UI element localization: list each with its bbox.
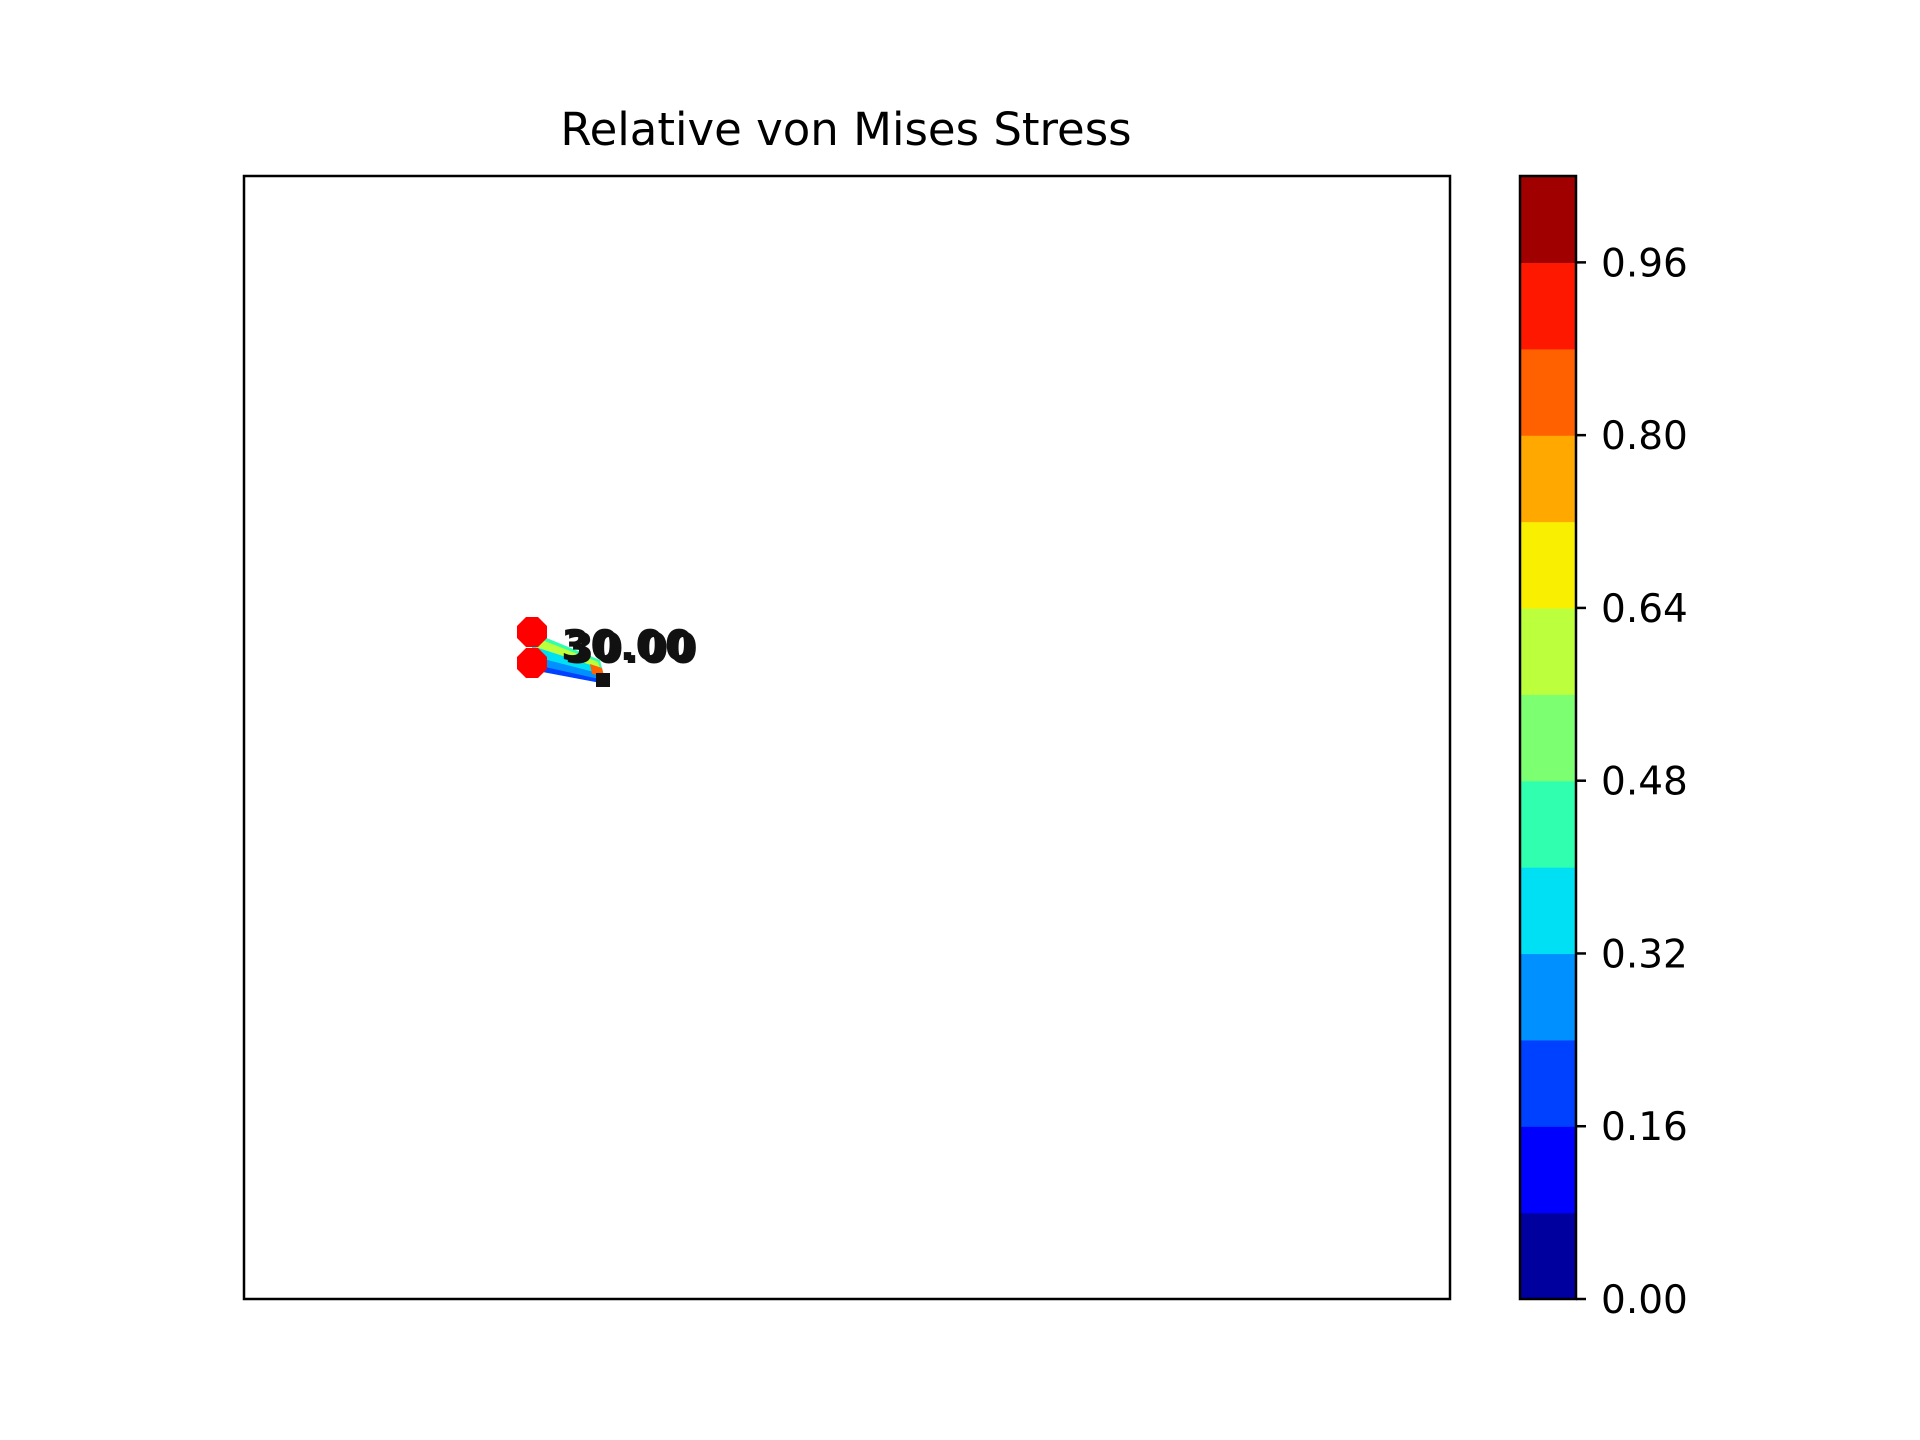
colorbar-frame [1518,174,1578,1301]
colorbar-tick-label-6: 0.96 [1601,241,1688,286]
colorbar-level-8 [1520,521,1576,609]
colorbar-tick-label-5: 0.80 [1601,414,1688,459]
colorbar-level-3 [1520,953,1576,1041]
plot-area [242,174,1452,1301]
colorbar-tick-label-3: 0.48 [1601,760,1688,805]
colorbar-level-11 [1520,262,1576,350]
colorbar-tick-label-4: 0.64 [1601,587,1688,632]
colorbar-level-1 [1520,1126,1576,1214]
colorbar-tick-label-2: 0.32 [1601,932,1688,977]
colorbar-level-0 [1520,1212,1576,1300]
colorbar-level-9 [1520,435,1576,523]
colorbar: 0.00 0.16 0.32 0.48 0.64 0.80 0.96 [1518,174,1688,1323]
colorbar-tick-label-1: 0.16 [1601,1105,1688,1150]
mesh-band-bottom [532,664,606,684]
mesh-band-lower [532,656,604,680]
colorbar-level-2 [1520,1039,1576,1127]
mesh-band-middle [532,646,602,674]
mesh-band-upper [532,636,600,668]
colorbar-level-4 [1520,867,1576,955]
load-annotation-2: 30.00 [565,624,698,673]
support-bottom-marker [517,648,547,678]
support-top-marker [517,617,547,647]
chart-title: Relative von Mises Stress [560,103,1131,156]
colorbar-level-6 [1520,694,1576,782]
colorbar-level-12 [1520,176,1576,263]
colorbar-level-10 [1520,348,1576,436]
colorbar-level-7 [1520,607,1576,695]
stress-contour-mesh [532,632,606,684]
supports [517,617,547,678]
colorbar-level-5 [1520,780,1576,868]
load-annotation-1: 30.00 [561,621,694,670]
colorbar-tick-label-0: 0.00 [1601,1278,1688,1323]
load-point-marker [596,673,610,687]
